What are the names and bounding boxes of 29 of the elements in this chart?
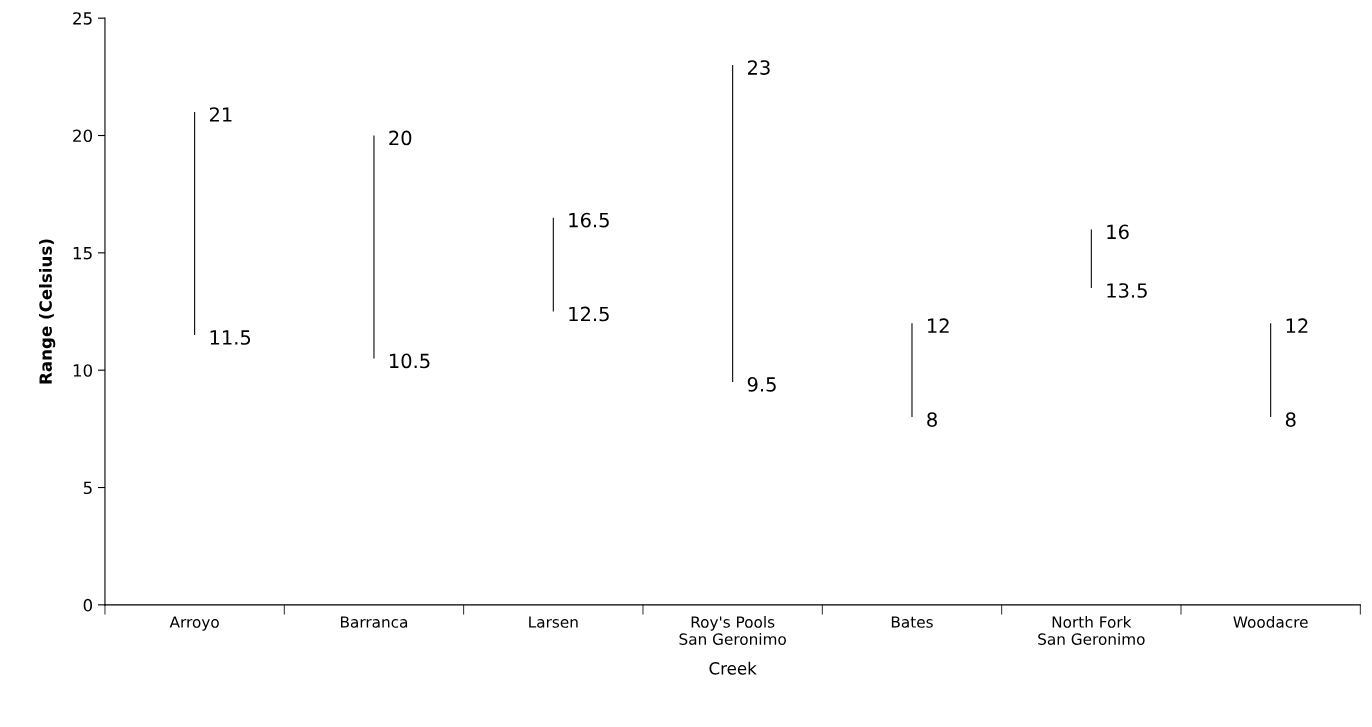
annotation: 21 [209,107,232,122]
annotation: 12.5 [569,306,609,322]
x-axis-title: Creek [709,661,757,675]
annotation: 8 [927,412,937,427]
y-tick-label: 25 [73,12,92,25]
x-tick-label: North Fork San Geronimo [1038,615,1145,645]
x-tick-label: Roy's Pools San Geronimo [679,615,786,645]
annotation: 12 [928,318,949,333]
annotation: 8 [1285,412,1296,427]
annotation: 13.5 [1107,283,1147,298]
annotation: 9.5 [747,377,776,392]
y-tick-label: 0 [83,598,93,612]
y-tick-label: 15 [73,247,92,260]
y-tick-label: 20 [73,129,93,143]
y-tick-label: 5 [83,481,92,495]
annotation: 20 [389,130,412,146]
x-tick-label: Arroyo [169,616,219,631]
annotation: 11.5 [210,330,251,345]
x-tick-label: Woodacre [1233,615,1308,628]
x-tick-label: Bates [891,616,933,628]
y-tick-label: 10 [73,364,93,377]
y-axis-title: Range (Celsius) [39,239,56,384]
x-tick-label: Larsen [529,616,578,628]
annotation: 16 [1107,224,1129,240]
x-tick-label: Barranca [340,616,408,628]
annotation: 12 [1286,318,1308,333]
annotation: 10.5 [389,353,430,369]
annotation: 23 [747,60,770,75]
annotation: 16.5 [569,212,609,228]
